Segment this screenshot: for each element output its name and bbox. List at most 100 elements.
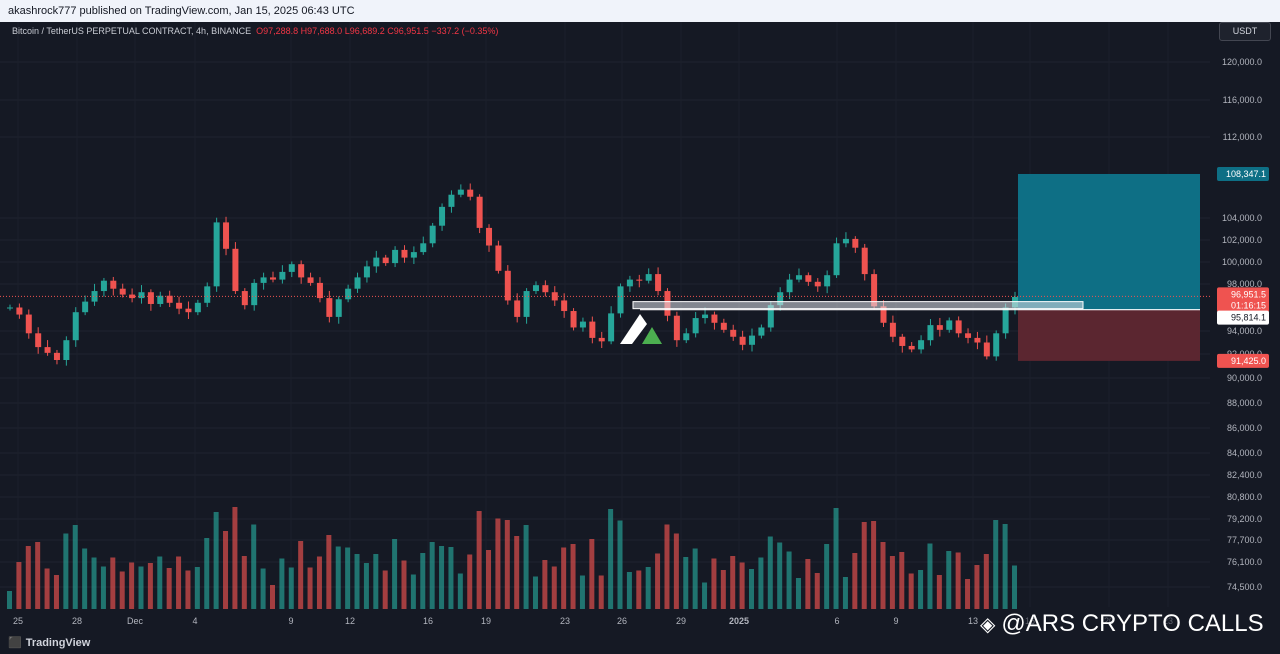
- candle-body: [363, 266, 370, 278]
- candle-body: [974, 337, 981, 343]
- candle-body: [392, 249, 399, 264]
- volume-bar: [429, 542, 435, 609]
- volume-bar: [16, 562, 22, 609]
- volume-bar: [157, 556, 163, 609]
- candle-body: [852, 238, 859, 248]
- price-chart[interactable]: 120,000.0 116,000.0 112,000.0 104,000.0 102,…: [0, 22, 1280, 632]
- candle-body: [194, 302, 201, 313]
- volume-bar: [316, 556, 322, 609]
- volume-bar: [176, 556, 182, 609]
- volume-bar: [927, 543, 933, 609]
- time-axis[interactable]: 25 28 Dec 4 9 12 16 19 23 26 29 2025 6 9 13 16 20 23: [13, 616, 1173, 626]
- volume-bar: [664, 524, 670, 609]
- candle-body: [758, 327, 765, 336]
- volume-bar: [824, 544, 830, 609]
- price-tick-label: 100,000.0: [1222, 257, 1262, 267]
- volume-bar: [974, 565, 980, 609]
- candle-body: [373, 257, 380, 267]
- symbol-legend: Bitcoin / TetherUS PERPETUAL CONTRACT, 4…: [12, 26, 498, 36]
- candle-body: [91, 291, 98, 302]
- volume-bar: [100, 566, 106, 609]
- candle-body: [119, 288, 126, 295]
- volume-bar: [110, 557, 116, 609]
- candle-body: [382, 257, 389, 264]
- candle-body: [561, 300, 568, 312]
- volume-bar: [899, 552, 905, 609]
- candle-body: [824, 275, 831, 287]
- binance-icon: ◈: [980, 614, 996, 636]
- volume-bar: [645, 567, 651, 609]
- volume-bar: [354, 554, 360, 609]
- volume-bar: [626, 572, 632, 609]
- candle-body: [617, 286, 624, 314]
- watermark: ◈ @ARS CRYPTO CALLS: [980, 610, 1264, 638]
- volume-bar: [861, 522, 867, 609]
- candles: [7, 183, 1018, 366]
- candle-body: [420, 243, 427, 253]
- volume-bar: [965, 579, 971, 609]
- candle-body: [927, 325, 934, 341]
- volume-bar: [692, 548, 698, 609]
- candle-body: [486, 227, 493, 246]
- volume-bar: [777, 542, 783, 609]
- candle-body: [880, 306, 887, 323]
- candle-body: [16, 307, 23, 315]
- volume-bar: [702, 582, 708, 609]
- footer: ⬛ TradingView: [0, 632, 1280, 654]
- volume-bar: [720, 570, 726, 609]
- time-tick-label: 26: [617, 616, 627, 626]
- candle-body: [279, 271, 286, 280]
- candle-body: [730, 329, 737, 337]
- candle-body: [269, 277, 276, 280]
- candle-body: [204, 286, 211, 303]
- candle-body: [946, 320, 953, 330]
- volume-bar: [138, 566, 144, 609]
- candle-body: [598, 337, 605, 342]
- candle-body: [608, 313, 615, 342]
- volume-bar: [983, 554, 989, 609]
- candle-body: [570, 311, 577, 328]
- candle-body: [251, 282, 258, 306]
- volume-bar: [955, 552, 961, 609]
- candle-body: [53, 352, 60, 360]
- candle-body: [749, 335, 756, 345]
- candle-body: [82, 301, 89, 313]
- volume-bar: [673, 533, 679, 609]
- candle-body: [1002, 307, 1009, 334]
- price-tick-label: 76,100.0: [1227, 557, 1262, 567]
- support-zone-box: [632, 301, 1084, 310]
- tradingview-logo[interactable]: ⬛ TradingView: [8, 636, 90, 649]
- candle-body: [777, 292, 784, 306]
- current-price-tag: [1217, 287, 1269, 302]
- time-tick-label: 12: [345, 616, 355, 626]
- candle-body: [767, 305, 774, 328]
- volume-bar: [91, 557, 97, 609]
- candle-body: [457, 189, 464, 195]
- volume-bar: [119, 571, 125, 609]
- volume-bar: [363, 563, 369, 609]
- publisher-text: akashrock777 published on TradingView.co…: [8, 5, 355, 17]
- volume-bar: [72, 525, 78, 609]
- target-price-label: 108,347.1: [1226, 169, 1266, 179]
- candle-body: [232, 248, 239, 292]
- currency-button[interactable]: USDT: [1219, 22, 1271, 41]
- volume-bar: [946, 551, 952, 609]
- chart-area[interactable]: 120,000.0 116,000.0 112,000.0 104,000.0 102,…: [0, 22, 1280, 632]
- price-axis[interactable]: 120,000.0 116,000.0 112,000.0 104,000.0 102,…: [1210, 22, 1280, 632]
- ohlc-open: O97,288.8: [256, 26, 299, 36]
- volume-bar: [392, 539, 398, 609]
- candle-body: [551, 292, 558, 301]
- volume-bar: [655, 553, 661, 609]
- arrow-logo-icon: [620, 314, 647, 344]
- candle-body: [44, 347, 51, 353]
- grid-lines: [0, 22, 1210, 607]
- volume-bar: [504, 520, 510, 609]
- volume-bar: [758, 557, 764, 609]
- candle-body: [918, 340, 925, 350]
- price-tick-label: 104,000.0: [1222, 213, 1262, 223]
- volume-bar: [908, 573, 914, 609]
- time-tick-label: 4: [192, 616, 197, 626]
- candle-body: [936, 325, 943, 330]
- time-tick-label: 16: [423, 616, 433, 626]
- volume-bar: [579, 575, 585, 609]
